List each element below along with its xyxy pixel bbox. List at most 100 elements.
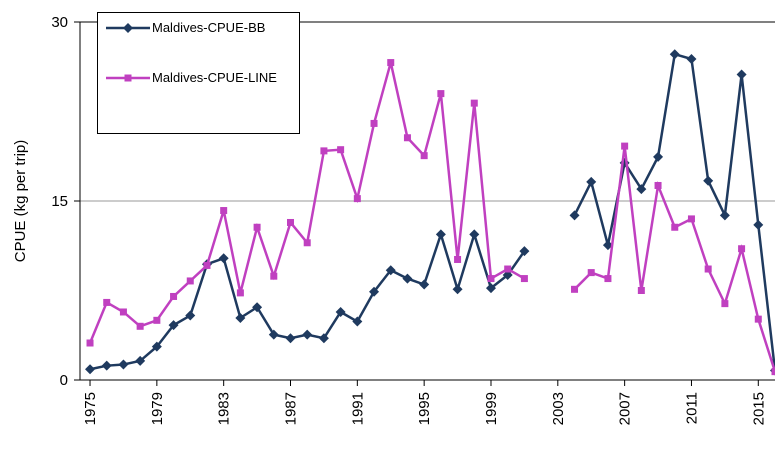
- y-tick-label: 15: [51, 193, 68, 210]
- legend-marker: [123, 23, 133, 33]
- data-point: [602, 240, 613, 251]
- data-point: [185, 310, 196, 321]
- data-point: [302, 329, 313, 340]
- data-point: [387, 59, 395, 67]
- data-point: [85, 364, 96, 375]
- data-point: [101, 360, 112, 371]
- x-tick-label: 1975: [82, 392, 99, 425]
- legend-entry: Maldives-CPUE-LINE: [104, 67, 302, 89]
- data-point: [186, 277, 194, 285]
- data-point: [738, 245, 746, 253]
- legend-label: Maldives-CPUE-LINE: [152, 70, 277, 85]
- x-tick-label: 2011: [683, 392, 700, 424]
- data-point: [571, 285, 579, 293]
- data-point: [103, 298, 111, 306]
- data-point: [118, 359, 129, 370]
- data-point: [452, 284, 463, 295]
- data-point: [285, 333, 296, 344]
- data-point: [335, 306, 346, 317]
- data-point: [520, 275, 528, 283]
- data-point: [402, 273, 413, 284]
- data-point: [653, 151, 664, 162]
- x-tick-label: 2007: [617, 392, 634, 425]
- data-point: [637, 287, 645, 294]
- data-point: [470, 99, 478, 107]
- x-tick-label: 1979: [149, 392, 166, 425]
- y-axis-label: CPUE (kg per trip): [12, 140, 29, 263]
- data-point: [419, 279, 430, 290]
- data-point: [168, 320, 179, 331]
- data-point: [136, 322, 144, 330]
- data-point: [703, 175, 714, 186]
- data-point: [236, 289, 244, 297]
- x-tick-label: 1999: [483, 392, 500, 425]
- data-point: [151, 341, 162, 352]
- x-tick-label: 2003: [550, 392, 567, 425]
- data-point: [569, 210, 580, 221]
- data-point: [454, 255, 462, 263]
- y-tick-label: 30: [51, 14, 68, 31]
- data-point: [369, 286, 380, 297]
- data-point: [754, 315, 762, 323]
- data-point: [318, 333, 329, 344]
- data-point: [252, 302, 263, 313]
- data-point: [485, 283, 496, 294]
- data-point: [671, 223, 679, 231]
- data-point: [504, 265, 512, 273]
- data-point: [385, 265, 396, 276]
- data-point: [218, 253, 229, 264]
- x-tick-label: 1991: [349, 392, 366, 425]
- x-tick-label: 2015: [750, 392, 767, 425]
- x-tick-label: 1995: [416, 392, 433, 425]
- data-point: [86, 339, 94, 347]
- legend-entry: Maldives-CPUE-BB: [104, 17, 302, 39]
- legend-swatch: [106, 74, 150, 82]
- data-point: [721, 300, 729, 308]
- data-point: [370, 119, 378, 127]
- data-point: [420, 152, 428, 160]
- data-point: [270, 272, 278, 280]
- data-point: [287, 218, 295, 226]
- data-point: [235, 312, 246, 323]
- legend: Maldives-CPUE-BB Maldives-CPUE-LINE: [97, 12, 300, 134]
- data-point: [303, 239, 311, 247]
- data-point: [587, 269, 595, 277]
- x-tick-label: 1983: [216, 392, 233, 425]
- data-point: [669, 49, 680, 60]
- data-point: [621, 142, 629, 150]
- data-point: [435, 229, 446, 240]
- data-point: [153, 316, 161, 324]
- legend-label: Maldives-CPUE-BB: [152, 20, 266, 35]
- data-point: [487, 275, 495, 283]
- data-point: [719, 210, 730, 221]
- data-point: [320, 147, 328, 155]
- data-point: [753, 219, 764, 230]
- data-point: [519, 246, 530, 257]
- data-point: [119, 308, 127, 316]
- x-tick-label: 1987: [283, 392, 300, 425]
- data-point: [253, 223, 261, 231]
- data-point: [268, 329, 279, 340]
- data-point: [469, 229, 480, 240]
- data-point: [203, 261, 211, 269]
- y-tick-label: 0: [60, 372, 68, 389]
- data-point: [337, 146, 345, 154]
- data-point: [654, 181, 662, 189]
- legend-marker: [124, 74, 132, 82]
- data-point: [636, 184, 647, 195]
- data-point: [220, 207, 228, 215]
- data-point: [604, 275, 612, 283]
- data-point: [736, 69, 747, 80]
- data-point: [352, 316, 363, 327]
- data-point: [687, 215, 695, 223]
- data-point: [135, 355, 146, 366]
- data-point: [586, 176, 597, 187]
- data-point: [704, 265, 712, 273]
- data-point: [403, 134, 411, 142]
- data-point: [170, 292, 178, 300]
- data-point: [437, 90, 445, 98]
- legend-swatch: [106, 23, 150, 33]
- data-point: [353, 195, 361, 203]
